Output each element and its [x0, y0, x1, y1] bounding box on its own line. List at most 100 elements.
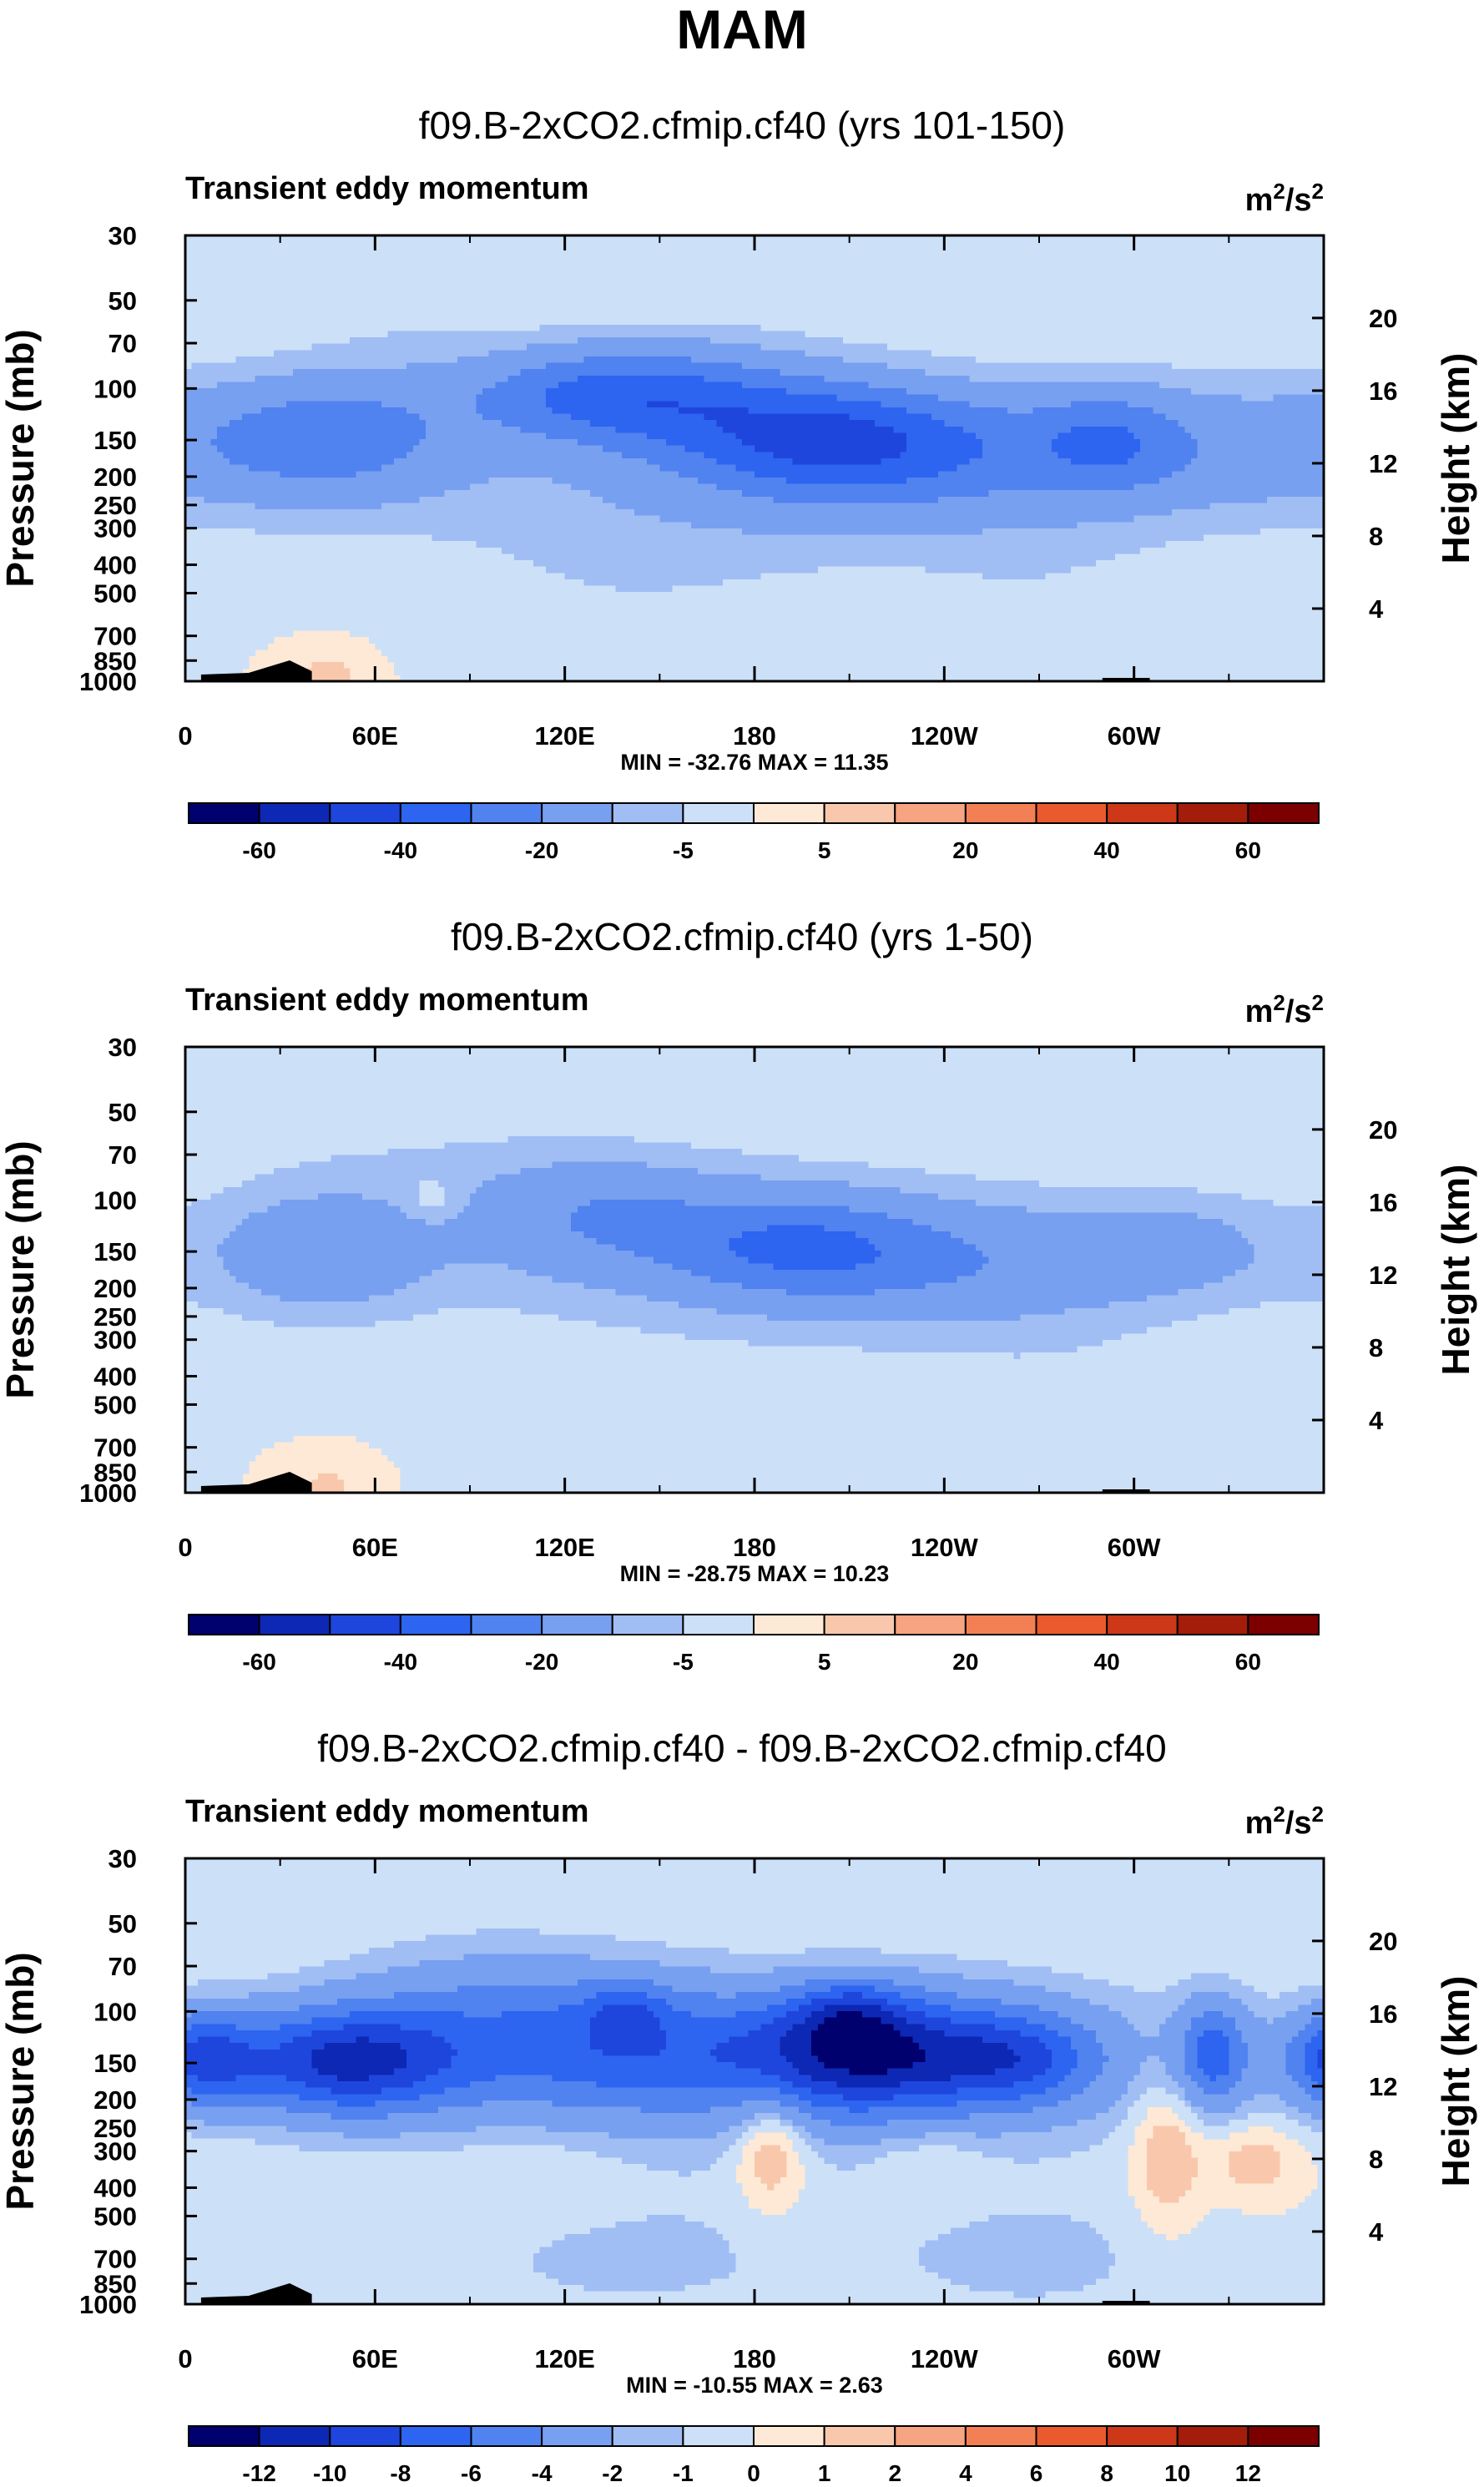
contour-cell	[230, 1231, 584, 1239]
contour-cell	[729, 2036, 780, 2044]
contour-cell	[185, 598, 1325, 606]
contour-cell	[185, 629, 294, 638]
contour-cell	[799, 2106, 851, 2114]
contour-cell	[185, 1314, 243, 1322]
contour-cell	[900, 1186, 1199, 1195]
contour-cell	[1197, 2221, 1325, 2229]
contour-cell	[691, 2011, 736, 2019]
contour-cell	[760, 2068, 800, 2075]
colorbar-box	[1035, 802, 1108, 824]
contour-cell	[185, 2170, 679, 2178]
terrain-land	[200, 1472, 312, 1493]
contour-cell	[799, 1155, 1325, 1162]
contour-cell	[1140, 2030, 1160, 2038]
contour-cell	[577, 337, 711, 345]
contour-cell	[185, 1193, 211, 1201]
contour-cell	[780, 2087, 812, 2095]
contour-cell	[185, 1263, 225, 1271]
contour-cell	[350, 337, 578, 345]
contour-cell	[185, 1072, 1325, 1079]
units-part: /s	[1285, 994, 1312, 1029]
colorbar-label: -40	[384, 837, 417, 863]
contour-cell	[709, 2164, 736, 2171]
colorbar-box	[894, 2425, 967, 2447]
contour-cell	[748, 1256, 876, 1264]
contour-cell	[1140, 547, 1325, 555]
contour-cell	[704, 413, 851, 421]
contour-cell	[1204, 2087, 1229, 2095]
contour-cell	[1133, 432, 1192, 440]
contour-cell	[185, 1947, 370, 1955]
units-part: /s	[1285, 1806, 1312, 1841]
contour-cell	[185, 286, 1325, 294]
contour-cell	[470, 483, 572, 491]
contour-cell	[887, 2151, 983, 2159]
contour-cell	[861, 1992, 901, 1999]
contour-cell	[571, 1218, 914, 1226]
contour-cell	[603, 2049, 660, 2057]
colorbar-label: -60	[242, 837, 275, 863]
contour-cell	[1184, 2043, 1199, 2050]
colorbar-label: 2	[888, 2460, 901, 2483]
contour-cell	[406, 1212, 458, 1220]
contour-cell	[982, 1251, 1255, 1258]
contour-cell	[849, 2106, 869, 2114]
contour-cell	[280, 1200, 389, 1207]
contour-cell	[318, 1193, 363, 1201]
colorbar-box	[1035, 1614, 1108, 1635]
contour-cell	[735, 2011, 787, 2019]
units-part: 2	[1273, 179, 1285, 204]
contour-cell	[539, 324, 762, 332]
contour-cell	[463, 2011, 502, 2019]
height-axis-label: Height (km)	[1434, 1165, 1477, 1376]
contour-cell	[1184, 2049, 1199, 2057]
contour-cell	[1209, 503, 1325, 510]
contour-cell	[185, 401, 287, 408]
contour-cell	[286, 2126, 477, 2133]
contour-cell	[185, 432, 218, 440]
colorbar-box	[1247, 802, 1320, 824]
contour-cell	[185, 1251, 218, 1258]
contour-cell	[994, 2024, 1047, 2031]
contour-cell	[906, 477, 1160, 485]
contour-cell	[235, 356, 458, 364]
colorbar-box	[823, 2425, 896, 2447]
contour-cell	[185, 375, 255, 383]
contour-cell	[185, 382, 218, 389]
contour-cell	[350, 2011, 465, 2019]
pressure-tick-label: 50	[109, 1098, 137, 1127]
contour-cell	[476, 407, 553, 415]
contour-cell	[925, 2132, 977, 2140]
contour-cell	[874, 1288, 1179, 1297]
contour-cell	[887, 1998, 926, 2006]
contour-cell	[470, 1200, 591, 1207]
contour-cell	[760, 1174, 977, 1181]
contour-cell	[912, 1218, 1224, 1226]
contour-cell	[1184, 2068, 1204, 2075]
contour-cell	[185, 554, 515, 561]
contour-cell	[185, 1104, 1325, 1111]
contour-cell	[394, 1941, 667, 1949]
pressure-tick-label: 300	[93, 1326, 137, 1355]
contour-cell	[438, 1307, 522, 1315]
contour-cell	[1089, 2145, 1128, 2152]
colorbar-box	[823, 802, 896, 824]
contour-cell	[444, 1142, 692, 1150]
contour-cell	[1102, 2043, 1185, 2050]
contour-cell	[1266, 496, 1325, 503]
contour-cell	[216, 426, 427, 434]
contour-cell	[1165, 413, 1325, 421]
contour-cell	[1077, 1346, 1325, 1353]
height-tick-label: 4	[1369, 1406, 1384, 1435]
contour-cell	[394, 668, 1325, 675]
colorbar-box	[329, 2425, 401, 2447]
contour-cell	[350, 629, 1325, 638]
contour-cell	[976, 432, 1059, 440]
contour-cell	[811, 2087, 958, 2095]
contour-cell	[1197, 2043, 1229, 2050]
contour-cell	[255, 528, 743, 536]
contour-cell	[1241, 2030, 1300, 2038]
contour-cell	[185, 1403, 1325, 1411]
contour-cell	[919, 2247, 1109, 2254]
contour-cell	[185, 458, 230, 466]
